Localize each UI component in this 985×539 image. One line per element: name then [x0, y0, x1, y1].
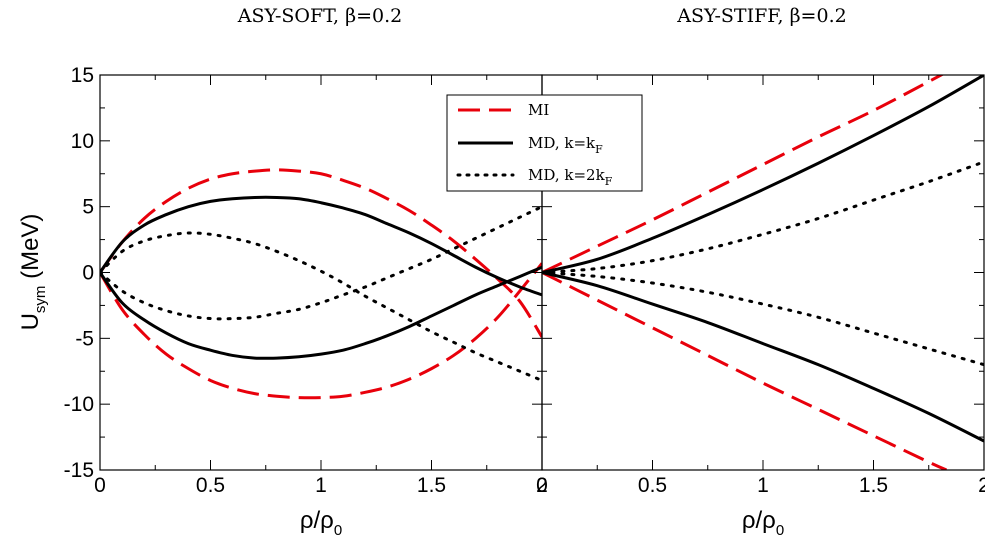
y-tick-label: -15	[64, 459, 94, 482]
y-tick-label: 10	[71, 130, 94, 153]
legend-mi-label: MI	[528, 101, 549, 119]
left-series-dashed-0	[100, 168, 542, 338]
left-series-solid-2	[100, 195, 542, 297]
left-series-dashed-1	[100, 262, 542, 400]
left-series-dotted-5	[100, 205, 542, 321]
y-tick-label: 15	[71, 64, 94, 87]
right-x-tick-label: 0.5	[638, 474, 667, 497]
y-tick-label: -10	[64, 393, 94, 416]
left-series-solid-3	[100, 265, 542, 360]
right-series-group	[542, 75, 984, 470]
right-series-solid-3	[542, 271, 984, 443]
left-x-tick-label: 2	[536, 474, 548, 497]
svg-text:ρ/ρ0: ρ/ρ0	[742, 507, 784, 539]
svg-text:Usym (MeV): Usym (MeV)	[17, 214, 49, 331]
y-tick-label: 5	[82, 196, 94, 219]
left-series-dotted-4	[100, 231, 542, 382]
left-x-tick-label: 0	[94, 474, 106, 497]
left-series-group	[100, 168, 542, 400]
right-x-tick-label: 1.5	[859, 474, 888, 497]
right-series-solid-2	[542, 75, 984, 274]
legend-md-2kf-label: MD, k=2kF	[528, 166, 613, 188]
right-x-tick-label: 0	[536, 474, 548, 497]
left-x-tick-label: 1	[315, 474, 327, 497]
legend-md-kf-label: MD, k=kF	[528, 134, 603, 156]
right-series-dashed-0	[542, 75, 945, 274]
y-tick-label: -5	[75, 327, 94, 350]
right-x-tick-label: 2	[978, 474, 985, 497]
right-series-dashed-1	[542, 271, 948, 470]
right-series-dotted-4	[542, 160, 984, 274]
right-series-dotted-5	[542, 271, 984, 367]
legend: MI MD, k=kF MD, k=2kF	[446, 94, 643, 192]
left-x-tick-label: 0.5	[196, 474, 225, 497]
right-x-tick-label: 1	[757, 474, 769, 497]
y-axis-label: Usym (MeV)	[17, 214, 49, 331]
x-axis-label-right: ρ/ρ0	[742, 507, 784, 539]
left-panel-title: ASY-SOFT, β=0.2	[237, 5, 402, 27]
svg-text:ρ/ρ0: ρ/ρ0	[300, 507, 342, 539]
left-x-tick-label: 1.5	[417, 474, 446, 497]
right-panel-title: ASY-STIFF, β=0.2	[676, 5, 846, 27]
x-axis-label-left: ρ/ρ0	[300, 507, 342, 539]
y-tick-label: 0	[82, 262, 94, 285]
